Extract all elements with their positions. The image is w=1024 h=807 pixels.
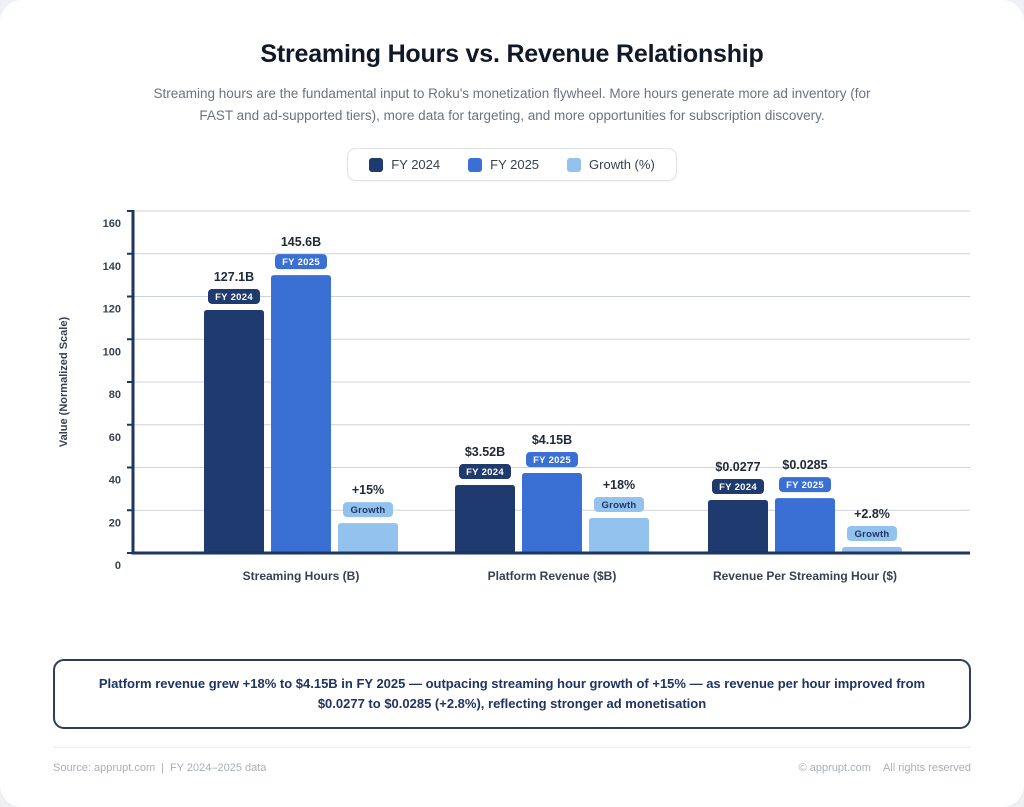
series-badge (343, 502, 393, 518)
y-tick-label: 140 (103, 261, 121, 273)
x-category-label: Revenue Per Streaming Hour ($) (713, 569, 897, 583)
series-badge (208, 288, 260, 304)
page-title: Streaming Hours vs. Revenue Relationship (260, 40, 764, 68)
legend-label-growth: Growth (%) (589, 157, 655, 172)
y-tick-label: 120 (103, 304, 121, 316)
series-badge-label: FY 2024 (215, 292, 253, 303)
x-category-label: Streaming Hours (B) (243, 569, 360, 583)
bar-fy-2024[interactable] (708, 499, 768, 553)
series-badge (847, 526, 897, 542)
insight-text: Platform revenue grew +18% to $4.15B in … (98, 676, 926, 711)
chart-legend: FY 2024 FY 2025 Growth (%) (347, 148, 677, 181)
legend-item-growth[interactable]: Growth (%) (567, 157, 655, 172)
bar-fy-2024[interactable] (204, 309, 264, 553)
y-axis-title: Value (Normalized Scale) (58, 317, 70, 448)
data-label: +18% (603, 478, 635, 492)
data-label: +2.8% (854, 507, 890, 521)
legend-label-fy2025: FY 2025 (490, 157, 540, 172)
data-label: 127.1B (214, 270, 254, 284)
bar-growth[interactable] (338, 523, 398, 553)
data-labels: FY 2024 127.1B FY 2025 145.6B Growth +15% FY 2… (208, 235, 897, 542)
x-axis-categories: Streaming Hours (B) Platform Revenue ($B)… (243, 569, 897, 583)
rights-text: All rights reserved (882, 762, 971, 774)
y-tick-label: 80 (109, 389, 121, 401)
y-tick-label: 40 (109, 475, 121, 487)
series-badge (712, 478, 764, 494)
period-text: FY 2024–2025 data (169, 762, 267, 774)
footer-separator: | (161, 762, 164, 774)
series-badge (594, 496, 644, 512)
legend-swatch-fy2025 (468, 157, 483, 172)
series-badge (779, 477, 831, 493)
data-label: +15% (352, 483, 384, 497)
legend-item-fy2024[interactable]: FY 2024 (369, 157, 440, 172)
y-tick-label: 100 (103, 346, 121, 358)
bars (204, 275, 902, 553)
footer-divider (53, 747, 971, 748)
series-badge (275, 254, 327, 270)
series-badge-label: Growth (350, 505, 385, 516)
series-badge-label: FY 2024 (466, 467, 504, 478)
x-category-label: Platform Revenue ($B) (488, 569, 617, 583)
legend-swatch-growth (567, 157, 582, 172)
footer-source: Source: apprupt.com | FY 2024–2025 data (53, 762, 266, 774)
data-label: $0.0277 (715, 460, 760, 474)
series-badge-label: FY 2025 (533, 455, 571, 466)
y-tick-label: 20 (109, 517, 121, 529)
copyright-text: © apprupt.com (798, 762, 871, 774)
y-tick-label: 160 (103, 218, 121, 230)
legend-label-fy2024: FY 2024 (391, 157, 441, 172)
page-subtitle: Streaming hours are the fundamental inpu… (153, 86, 871, 123)
y-tick-label: 0 (115, 560, 121, 572)
series-badge-label: FY 2025 (282, 257, 320, 268)
insight-callout: Platform revenue grew +18% to $4.15B in … (53, 659, 971, 729)
y-axis-ticks: 0 20 40 60 80 100 120 140 160 (103, 210, 133, 572)
source-text: Source: apprupt.com (53, 762, 156, 774)
bar-fy-2025[interactable] (775, 498, 835, 553)
data-label: $3.52B (465, 445, 505, 459)
bar-fy-2025[interactable] (271, 275, 331, 553)
series-badge-label: Growth (601, 500, 636, 511)
series-badge-label: Growth (854, 529, 889, 540)
data-label: $4.15B (532, 433, 572, 447)
legend-item-fy2025[interactable]: FY 2025 (468, 157, 539, 172)
bar-growth[interactable] (589, 517, 649, 553)
legend-swatch-fy2024 (369, 157, 384, 172)
series-badge (526, 452, 578, 468)
series-badge-label: FY 2025 (786, 480, 824, 491)
bar-fy-2024[interactable] (455, 485, 515, 553)
data-label: 145.6B (281, 235, 321, 249)
series-badge-label: FY 2024 (719, 482, 757, 493)
data-label: $0.0285 (782, 458, 827, 472)
y-tick-label: 60 (109, 432, 121, 444)
bar-fy-2025[interactable] (522, 473, 582, 553)
footer-copyright: © apprupt.com All rights reserved (799, 762, 971, 774)
series-badge (459, 464, 511, 480)
